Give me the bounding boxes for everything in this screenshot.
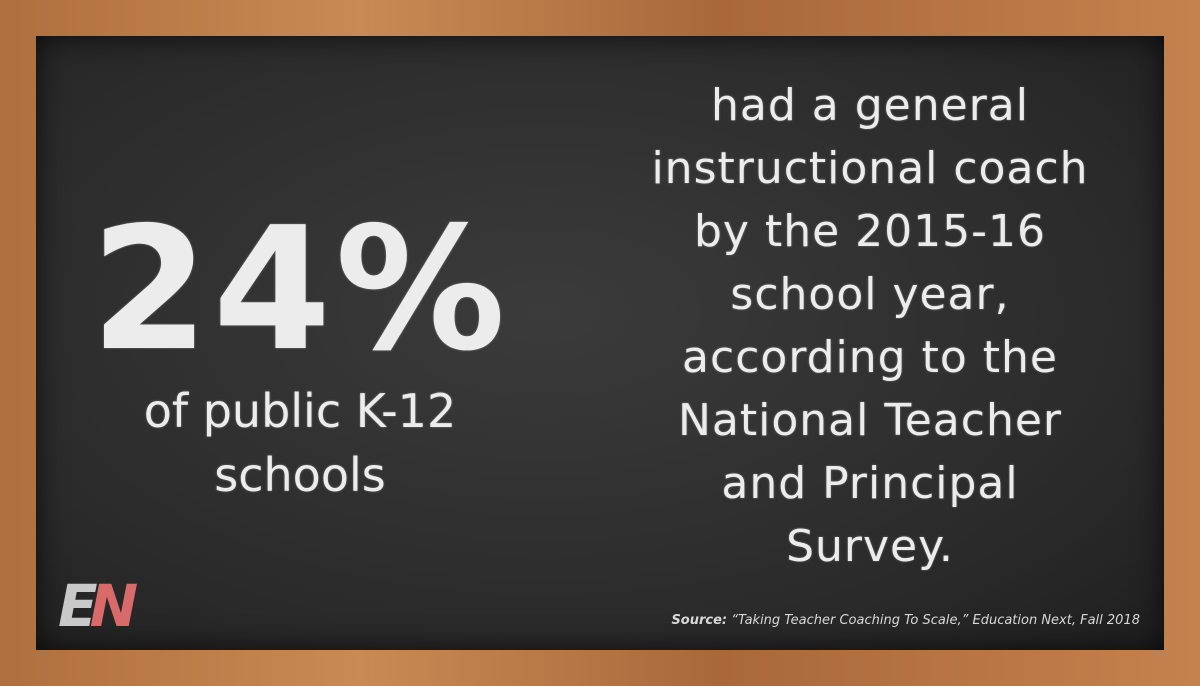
- stat-caption: of public K-12: [143, 384, 457, 438]
- stat-caption: schools: [214, 448, 386, 502]
- logo: EN: [58, 572, 138, 640]
- logo-letter: N: [89, 572, 138, 640]
- statement-line: instructional coach: [651, 143, 1089, 194]
- stat-value: 24%: [90, 191, 510, 389]
- statement-line: had a general: [711, 80, 1029, 131]
- statement-line: Survey.: [786, 521, 954, 572]
- statement-line: school year,: [730, 269, 1010, 320]
- source-label: Source:: [671, 613, 728, 628]
- source-text: “Taking Teacher Coaching To Scale,” Educ…: [731, 613, 1140, 628]
- source: Source: “Taking Teacher Coaching To Scal…: [671, 613, 1140, 628]
- statement-line: National Teacher: [677, 395, 1062, 446]
- statement-line: and Principal: [721, 458, 1019, 509]
- logo-letter: E: [58, 572, 98, 640]
- statement-line: by the 2015-16: [694, 206, 1046, 257]
- chalkboard: [36, 36, 1164, 650]
- statement-line: according to the: [682, 332, 1058, 383]
